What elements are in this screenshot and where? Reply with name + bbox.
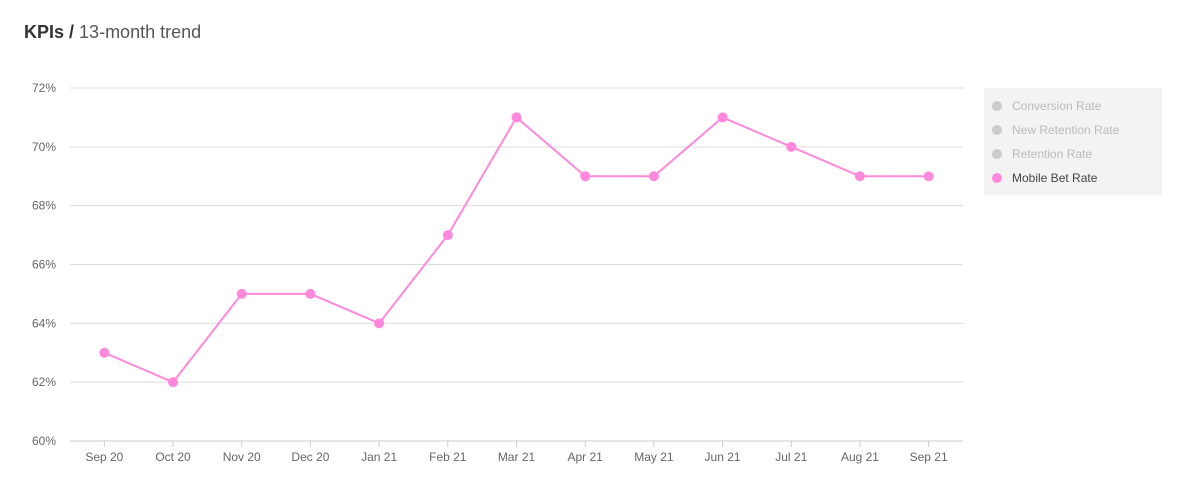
data-point (511, 112, 522, 123)
legend-label: New Retention Rate (1012, 123, 1120, 137)
x-tick-label: May 21 (634, 450, 674, 464)
data-point (305, 288, 316, 299)
legend-marker-icon (992, 125, 1002, 135)
data-point (580, 171, 591, 182)
x-tick-label: Oct 20 (155, 450, 191, 464)
legend-marker-icon (992, 173, 1002, 183)
legend: Conversion Rate New Retention Rate Retenti… (984, 88, 1162, 195)
data-point (236, 288, 247, 299)
y-tick-label: 70% (32, 140, 56, 154)
legend-label: Conversion Rate (1012, 99, 1102, 113)
x-tick-label: Apr 21 (568, 450, 604, 464)
legend-item[interactable]: Conversion Rate (984, 94, 1162, 118)
y-tick-label: 68% (32, 199, 56, 213)
x-tick-label: Jan 21 (361, 450, 397, 464)
x-tick-label: Feb 21 (429, 450, 467, 464)
x-tick-label: Sep 20 (85, 450, 123, 464)
y-tick-label: 60% (32, 434, 56, 448)
x-tick-label: Jul 21 (775, 450, 807, 464)
legend-item[interactable]: New Retention Rate (984, 118, 1162, 142)
series-line (103, 115, 929, 384)
data-point (923, 171, 934, 182)
x-tick-label: Mar 21 (498, 450, 536, 464)
legend-label: Retention Rate (1012, 147, 1093, 161)
y-tick-label: 72% (32, 81, 56, 95)
y-tick-label: 64% (32, 316, 56, 330)
y-tick-label: 62% (32, 375, 56, 389)
title-subtitle: 13-month trend (79, 22, 202, 42)
line-chart: 60% 62% 64% 66% 68% 70% 72% Sep 20 Oct 20 Nov 20 D… (32, 81, 963, 464)
legend-item[interactable]: Retention Rate (984, 142, 1162, 166)
page-title: KPIs / 13-month trend (24, 22, 201, 43)
x-tick-label: Dec 20 (291, 450, 329, 464)
legend-marker-icon (992, 101, 1002, 111)
data-point (99, 347, 110, 358)
data-point (442, 230, 453, 241)
y-tick-label: 66% (32, 258, 56, 272)
data-point (168, 377, 179, 388)
x-tick-label: Nov 20 (223, 450, 261, 464)
x-tick-label: Sep 21 (910, 450, 948, 464)
data-point (786, 141, 797, 152)
x-tick-label: Jun 21 (705, 450, 741, 464)
data-point (854, 171, 865, 182)
title-kpis: KPIs / (24, 22, 75, 42)
legend-marker-icon (992, 149, 1002, 159)
data-point (374, 318, 385, 329)
data-point (717, 112, 728, 123)
legend-label: Mobile Bet Rate (1012, 171, 1098, 185)
x-tick-label: Aug 21 (841, 450, 879, 464)
legend-item[interactable]: Mobile Bet Rate (984, 166, 1162, 190)
data-point (648, 171, 659, 182)
